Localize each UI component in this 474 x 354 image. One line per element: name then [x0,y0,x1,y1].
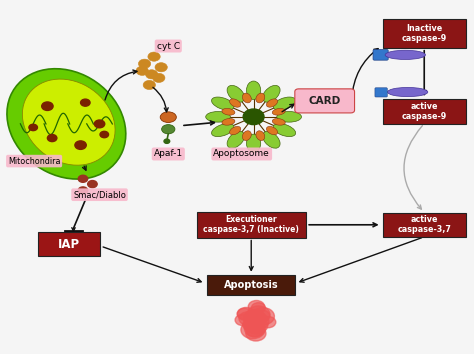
Text: Apaf-1: Apaf-1 [154,149,183,159]
Ellipse shape [222,108,235,115]
Circle shape [100,131,109,138]
Ellipse shape [273,97,296,110]
Text: Apoptosis: Apoptosis [224,280,279,290]
Ellipse shape [229,126,241,135]
FancyBboxPatch shape [38,232,100,256]
Ellipse shape [242,93,251,103]
Circle shape [81,99,90,106]
Circle shape [243,109,264,125]
Circle shape [136,66,148,75]
FancyBboxPatch shape [207,275,295,295]
Circle shape [244,318,262,331]
Circle shape [164,139,170,143]
Text: Apoptosome: Apoptosome [213,149,270,159]
Circle shape [155,63,167,72]
FancyBboxPatch shape [373,50,388,60]
Ellipse shape [211,124,234,137]
Text: CARD: CARD [309,96,341,106]
Ellipse shape [242,131,251,141]
Ellipse shape [385,50,425,59]
Ellipse shape [162,125,175,134]
Circle shape [244,310,266,327]
FancyBboxPatch shape [383,99,465,124]
Ellipse shape [263,131,280,148]
FancyBboxPatch shape [375,88,387,97]
Ellipse shape [222,119,235,125]
Circle shape [47,135,57,142]
FancyBboxPatch shape [383,213,465,237]
Circle shape [241,321,264,339]
Circle shape [245,321,265,337]
Ellipse shape [272,119,285,125]
Circle shape [244,310,265,326]
Circle shape [235,314,250,326]
Ellipse shape [266,126,278,135]
Circle shape [246,326,266,341]
Text: Smac/Diablo: Smac/Diablo [73,190,126,199]
Circle shape [261,316,276,328]
Circle shape [249,314,269,329]
Circle shape [243,318,261,332]
Ellipse shape [256,93,265,103]
Circle shape [251,303,265,313]
Ellipse shape [246,81,261,99]
FancyBboxPatch shape [197,212,306,238]
Ellipse shape [263,85,280,102]
Ellipse shape [211,97,234,110]
Ellipse shape [7,69,126,179]
Ellipse shape [227,131,245,148]
Ellipse shape [277,112,301,122]
Text: IAP: IAP [58,238,80,251]
FancyBboxPatch shape [383,19,465,48]
Circle shape [153,73,165,82]
Circle shape [148,52,160,61]
Text: cyt C: cyt C [157,41,180,51]
Circle shape [146,70,158,79]
Ellipse shape [227,85,245,102]
Ellipse shape [206,112,230,122]
Circle shape [237,307,255,321]
Text: Executioner
caspase-3,7 (Inactive): Executioner caspase-3,7 (Inactive) [203,215,299,234]
Circle shape [78,187,88,194]
Ellipse shape [22,79,115,165]
Ellipse shape [272,108,285,115]
Circle shape [94,120,105,128]
Ellipse shape [256,131,265,141]
Circle shape [247,318,265,330]
Circle shape [246,325,263,337]
Ellipse shape [246,134,261,153]
Circle shape [75,141,86,149]
Circle shape [88,181,97,188]
Circle shape [244,317,264,333]
Ellipse shape [387,87,428,97]
Circle shape [246,317,268,333]
Text: active
caspase-3,7: active caspase-3,7 [397,215,451,234]
Text: Inactive
caspase-9: Inactive caspase-9 [401,24,447,43]
Circle shape [239,312,257,325]
Ellipse shape [229,99,241,107]
Circle shape [143,80,155,90]
Text: Mitochondira: Mitochondira [8,156,60,166]
Circle shape [29,124,37,131]
Circle shape [248,301,264,313]
Ellipse shape [273,124,296,137]
Ellipse shape [266,99,278,107]
Circle shape [247,306,270,323]
FancyBboxPatch shape [295,89,355,113]
Circle shape [237,308,252,319]
Circle shape [138,59,151,68]
Circle shape [78,175,88,182]
Ellipse shape [160,112,176,122]
Circle shape [251,308,274,325]
Circle shape [42,102,53,110]
Text: active
caspase-9: active caspase-9 [401,102,447,121]
Circle shape [255,310,270,321]
